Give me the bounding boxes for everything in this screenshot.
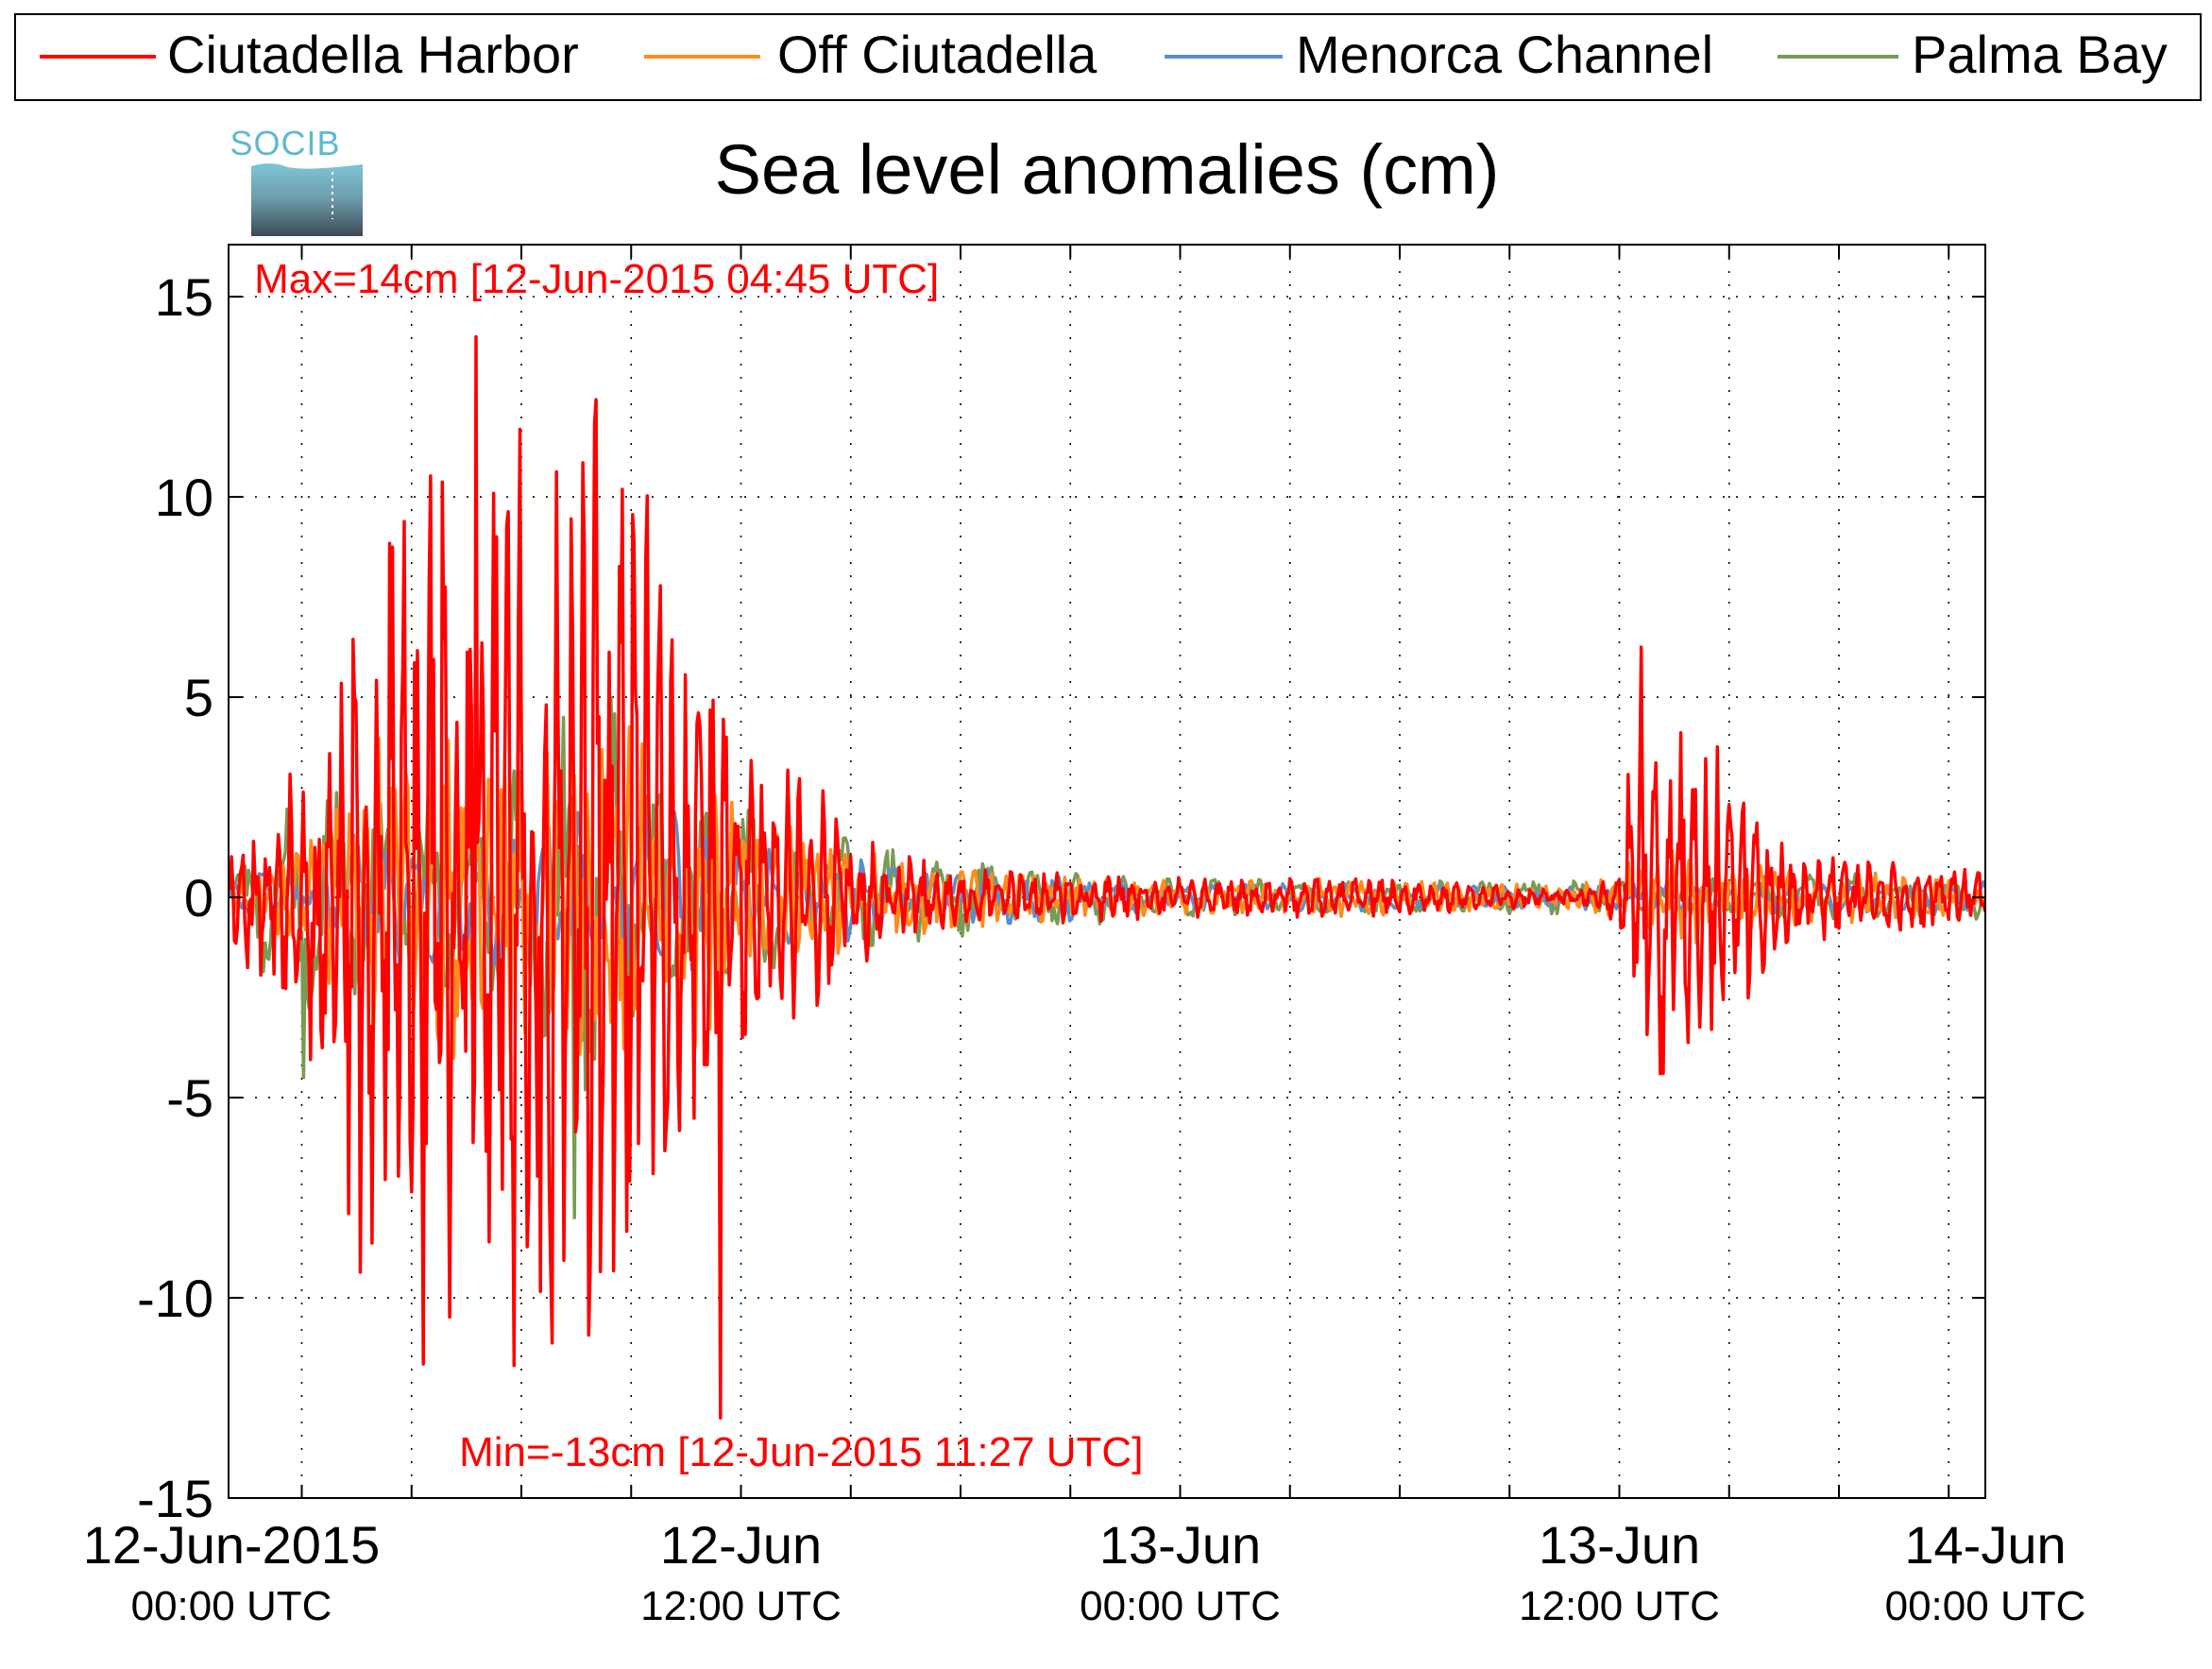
legend-label-palma-bay: Palma Bay [1912,25,2168,84]
y-tick-label: -5 [166,1068,213,1128]
legend: Ciutadella Harbor Off Ciutadella Menorca… [14,13,2202,101]
socib-logo-text: SOCIB [230,124,340,162]
chart-title: Sea level anomalies (cm) [715,130,1500,209]
x-tick-label: 14-Jun [1904,1515,2066,1575]
y-tick-labels: 15 10 5 0 -5 -10 -15 [137,267,213,1528]
x-tick-sublabel: 00:00 UTC [1080,1583,1281,1629]
socib-logo-wave [251,163,363,236]
axes-box [228,244,1986,1499]
series-layer [229,334,1985,1420]
x-tick-sublabel: 12:00 UTC [1519,1583,1720,1629]
series-line-ciutadella-harbor [229,334,1985,1420]
x-tick-labels: 12-Jun-2015 00:00 UTC 12-Jun 12:00 UTC 13-Ju… [83,1515,2086,1629]
y-tick-label: 15 [155,267,213,327]
x-tick-sublabel: 12:00 UTC [640,1583,842,1629]
annotations: Max=14cm [12-Jun-2015 04:45 UTC] Min=-13c… [254,256,1143,1475]
x-tick-label: 13-Jun [1539,1515,1700,1575]
legend-label-off-ciutadella: Off Ciutadella [777,25,1097,84]
plot-area [229,334,1985,1420]
socib-logo: SOCIB [230,124,363,236]
y-tick-label: 0 [184,868,213,928]
y-tick-label: -10 [137,1269,213,1328]
y-tick-label: -15 [137,1469,213,1528]
x-tick-label: 13-Jun [1099,1515,1261,1575]
annotation-min: Min=-13cm [12-Jun-2015 11:27 UTC] [459,1429,1143,1475]
x-tick-label: 12-Jun [660,1515,822,1575]
legend-label-menorca-channel: Menorca Channel [1296,25,1713,84]
annotation-max: Max=14cm [12-Jun-2015 04:45 UTC] [254,256,939,302]
ticks [229,245,1985,1499]
x-tick-label: 12-Jun-2015 [83,1515,380,1575]
legend-label-ciutadella-harbor: Ciutadella Harbor [167,25,579,84]
x-tick-sublabel: 00:00 UTC [1885,1583,2086,1629]
y-tick-label: 10 [155,468,213,527]
y-tick-label: 5 [184,668,213,727]
x-tick-sublabel: 00:00 UTC [131,1583,332,1629]
